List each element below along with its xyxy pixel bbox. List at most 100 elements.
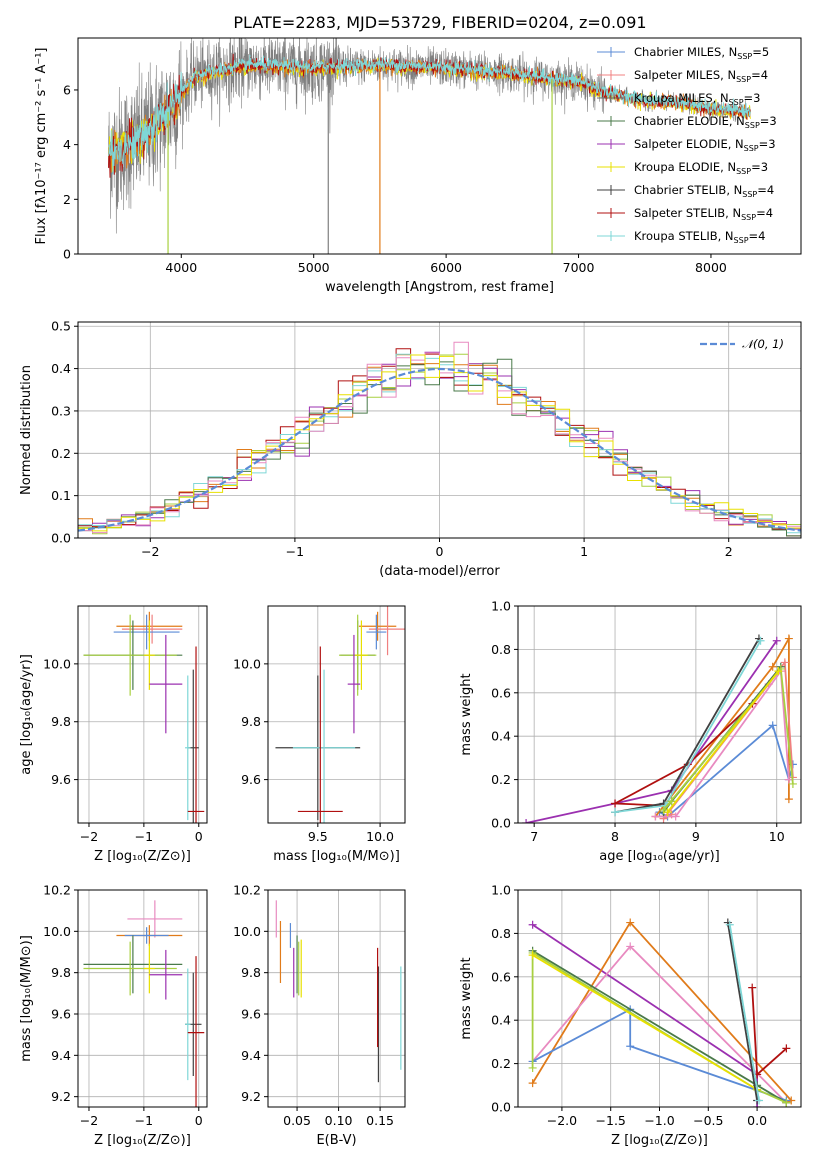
x-tick-label: 6000 — [430, 260, 462, 275]
x-tick-label: 0 — [195, 1113, 203, 1128]
x-tick-label: 0.05 — [283, 1113, 311, 1128]
y-tick-label: 0.2 — [491, 1056, 511, 1071]
y-tick-label: 0.6 — [491, 685, 511, 700]
y-tick-label: 0.0 — [491, 1100, 511, 1115]
series-line — [532, 954, 758, 1091]
x-tick-label: 9 — [692, 829, 700, 844]
series-marker — [528, 951, 537, 960]
y-tick-label: 0.6 — [491, 969, 511, 984]
series — [528, 920, 762, 1107]
gaussian-curve — [78, 367, 801, 532]
x-tick-label: −1 — [135, 829, 153, 844]
series-marker — [772, 636, 781, 645]
data-point — [187, 646, 205, 823]
legend: Chabrier MILES, NSSP=5 Salpeter MILES, NS… — [597, 45, 777, 245]
series-marker — [780, 658, 789, 667]
x-axis-label: Z [log₁₀(Z/Z⊙)] — [94, 1133, 191, 1148]
legend-label: Chabrier ELODIE, NSSP=3 — [634, 114, 777, 130]
series-line — [531, 951, 787, 1104]
series-marker — [788, 779, 797, 788]
x-tick-label: 4000 — [165, 260, 197, 275]
data-point — [127, 900, 183, 938]
series-marker — [626, 918, 635, 927]
x-tick-label: −1 — [286, 544, 304, 559]
series-marker — [659, 805, 668, 814]
axes-frame — [77, 605, 208, 824]
series-line — [662, 659, 794, 820]
series-line — [662, 666, 794, 811]
series-marker — [725, 920, 734, 929]
axes-frame — [267, 889, 406, 1108]
series-marker — [626, 1042, 635, 1051]
x-tick-label: 2 — [725, 544, 733, 559]
data-point — [187, 956, 205, 1107]
data-point — [185, 675, 191, 821]
model-spectrum-line — [108, 54, 751, 175]
x-tick-label: 5000 — [298, 260, 330, 275]
x-axis-label: age [log₁₀(age/yr)] — [599, 849, 720, 864]
plot-area — [522, 634, 797, 823]
series-marker — [528, 1063, 537, 1072]
plot-area — [83, 611, 205, 823]
axes-frame — [267, 605, 406, 824]
series-marker — [528, 1079, 537, 1088]
x-tick-label: 7 — [530, 829, 538, 844]
y-tick-label: 0.8 — [491, 926, 511, 941]
x-tick-label: −1.5 — [596, 1113, 626, 1128]
y-tick-label: 0.8 — [491, 642, 511, 657]
y-axis-label: Flux [fλ10⁻¹⁷ erg cm⁻² s⁻¹ A⁻¹] — [34, 48, 49, 245]
data-point — [124, 927, 169, 944]
data-point — [83, 614, 177, 696]
y-tick-label: 0.4 — [491, 1013, 511, 1028]
series-marker — [528, 920, 537, 929]
x-axis-label: Z [log₁₀(Z/Z⊙)] — [611, 1133, 708, 1148]
y-axis-label: Normed distribution — [19, 365, 34, 495]
y-tick-label: 4 — [63, 137, 71, 152]
y-tick-label: 10.0 — [43, 924, 71, 939]
y-tick-label: 10.0 — [43, 656, 71, 671]
y-tick-label: 9.6 — [51, 772, 71, 787]
data-point — [149, 949, 183, 1000]
y-tick-label: 9.4 — [241, 1048, 261, 1063]
panel-spectrum: 4000 5000 6000 7000 8000 0 2 4 6 wavelength [Angs… — [34, 37, 802, 295]
y-tick-label: 0.0 — [51, 531, 71, 546]
data-point — [347, 634, 361, 734]
data-point — [185, 968, 191, 1081]
y-axis-label: mass weight — [459, 673, 474, 755]
y-tick-label: 10.2 — [43, 883, 71, 898]
series-marker — [755, 1096, 764, 1105]
series-line — [666, 670, 780, 813]
data-point — [292, 669, 356, 823]
data-point — [143, 620, 155, 690]
series-marker — [784, 634, 793, 643]
y-tick-label: 9.8 — [241, 965, 261, 980]
legend-label: Salpeter STELIB, NSSP=4 — [634, 206, 773, 222]
x-tick-label: −1 — [135, 1113, 153, 1128]
x-axis-label: Z [log₁₀(Z/Z⊙)] — [94, 849, 191, 864]
y-tick-label: 0.4 — [51, 361, 71, 376]
figure-title: PLATE=2283, MJD=53729, FIBERID=0204, z=0… — [233, 13, 646, 32]
series-marker — [667, 797, 676, 806]
x-tick-label: 7000 — [563, 260, 595, 275]
series-marker — [784, 775, 793, 784]
plot-area — [108, 38, 751, 254]
y-tick-label: 0.4 — [491, 729, 511, 744]
legend-label: Salpeter MILES, NSSP=4 — [634, 68, 768, 84]
legend-label: 𝒩(0, 1) — [742, 337, 784, 351]
series-marker — [768, 662, 777, 671]
x-tick-label: −2.0 — [547, 1113, 577, 1128]
data-point — [113, 614, 180, 650]
legend: 𝒩(0, 1) — [700, 337, 784, 351]
x-tick-label: −0.5 — [693, 1113, 723, 1128]
y-tick-label: 9.6 — [241, 772, 261, 787]
series-marker — [611, 808, 620, 817]
series-marker — [768, 721, 777, 730]
y-tick-label: 0.2 — [51, 446, 71, 461]
data-point — [143, 943, 155, 994]
y-tick-label: 10.0 — [233, 656, 261, 671]
panel-mass_vs_EBV: 0.05 0.10 0.15 9.2 9.4 9.6 9.8 10.0 10.2 E(B-V) — [233, 883, 406, 1148]
data-point — [297, 646, 343, 823]
series-marker — [784, 795, 793, 804]
x-tick-label: 8 — [611, 829, 619, 844]
